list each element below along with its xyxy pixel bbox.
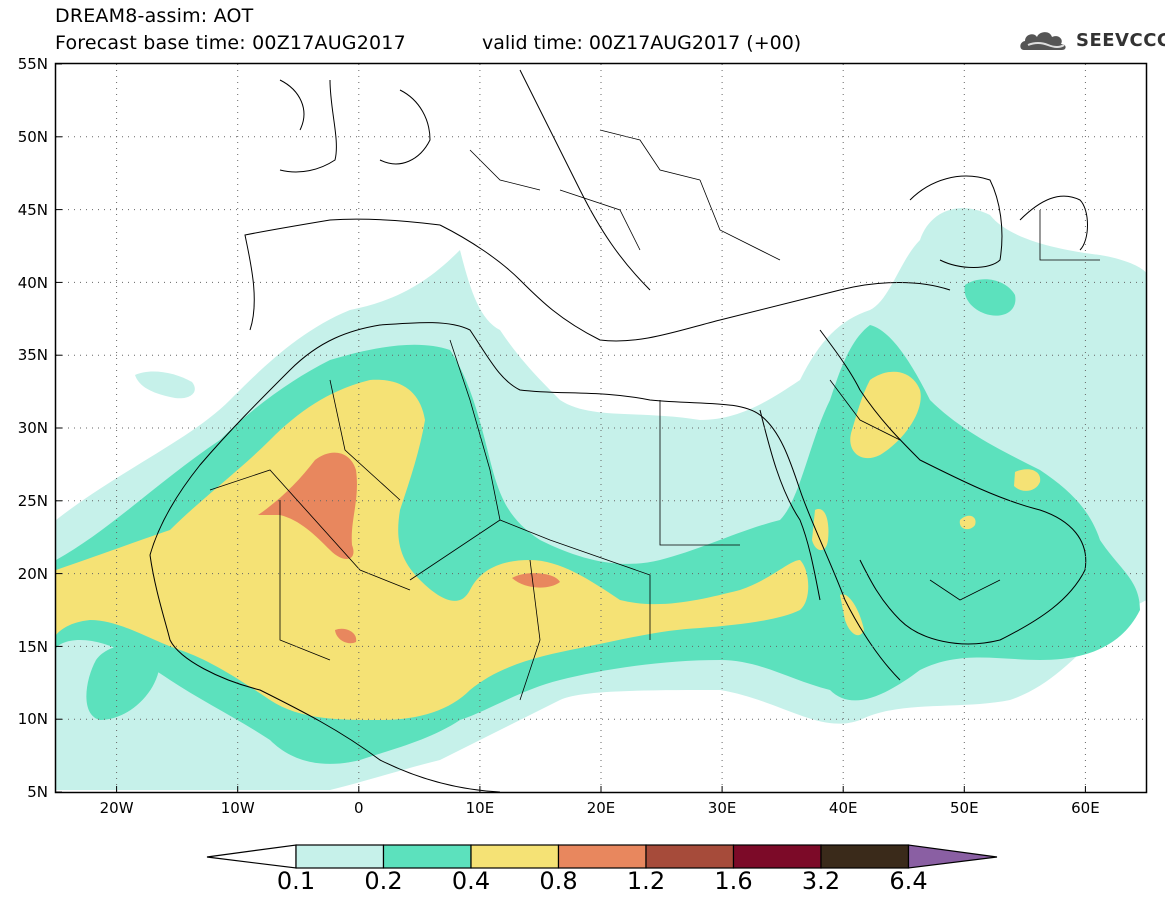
colorbar [206, 844, 998, 869]
lat-label-40n: 40N [18, 274, 48, 292]
colorbar-label-1.2: 1.2 [626, 867, 666, 895]
lat-label-30n: 30N [18, 419, 48, 437]
map-grid [56, 64, 1146, 792]
colorbar-label-0.8: 0.8 [539, 867, 578, 895]
lon-label-10w: 10W [221, 799, 255, 817]
colorbar-swatch-0.4 [470, 844, 560, 869]
lat-label-15n: 15N [18, 638, 48, 656]
colorbar-label-0.4: 0.4 [451, 867, 491, 895]
lon-label-40e: 40E [829, 799, 858, 817]
colorbar-swatch-1.2 [645, 844, 735, 869]
axis-ticks [55, 63, 1086, 793]
lat-label-5n: 5N [27, 783, 48, 801]
colorbar-label-6.4: 6.4 [889, 867, 928, 895]
valid-time-label: valid time: 00Z17AUG2017 (+00) [482, 32, 802, 54]
colorbar-label-0.1: 0.1 [276, 867, 316, 895]
lon-label-10e: 10E [466, 799, 495, 817]
colorbar-high-arrow [907, 844, 998, 869]
lon-label-50e: 50E [950, 799, 979, 817]
colorbar-low-arrow [206, 844, 297, 869]
cloud-logo-icon [1020, 32, 1066, 50]
aot-level-0.4 [56, 379, 809, 720]
lat-label-50n: 50N [18, 128, 48, 146]
base-time-label: Forecast base time: 00Z17AUG2017 [55, 32, 406, 54]
lat-label-20n: 20N [18, 565, 48, 583]
colorbar-swatch-1.6 [732, 844, 822, 869]
lat-label-10n: 10N [18, 710, 48, 728]
colorbar-label-3.2: 3.2 [801, 867, 841, 895]
seevccc-logo: SEEVCCC [1018, 26, 1165, 54]
coastlines [149, 69, 1088, 792]
aot-shading [56, 208, 1146, 790]
colorbar-label-1.6: 1.6 [714, 867, 753, 895]
lon-label-20e: 20E [587, 799, 616, 817]
lat-label-35n: 35N [18, 346, 48, 364]
aot-level-0.8 [258, 452, 357, 560]
lat-label-55n: 55N [18, 55, 48, 73]
lon-label-30e: 30E [708, 799, 737, 817]
lat-label-25n: 25N [18, 492, 48, 510]
lat-label-45n: 45N [18, 201, 48, 219]
lon-label-60e: 60E [1071, 799, 1100, 817]
colorbar-swatch-0.2 [382, 844, 472, 869]
colorbar-swatch-0.8 [557, 844, 647, 869]
colorbar-swatch-3.2 [820, 844, 910, 869]
lon-label-0: 0 [354, 799, 364, 817]
colorbar-label-0.2: 0.2 [364, 867, 403, 895]
lon-label-20w: 20W [100, 799, 134, 817]
colorbar-swatch-0.1 [295, 844, 385, 869]
borders [209, 129, 1100, 701]
logo-text: SEEVCCC [1076, 30, 1165, 51]
map-title: DREAM8-assim: AOT [55, 5, 254, 27]
